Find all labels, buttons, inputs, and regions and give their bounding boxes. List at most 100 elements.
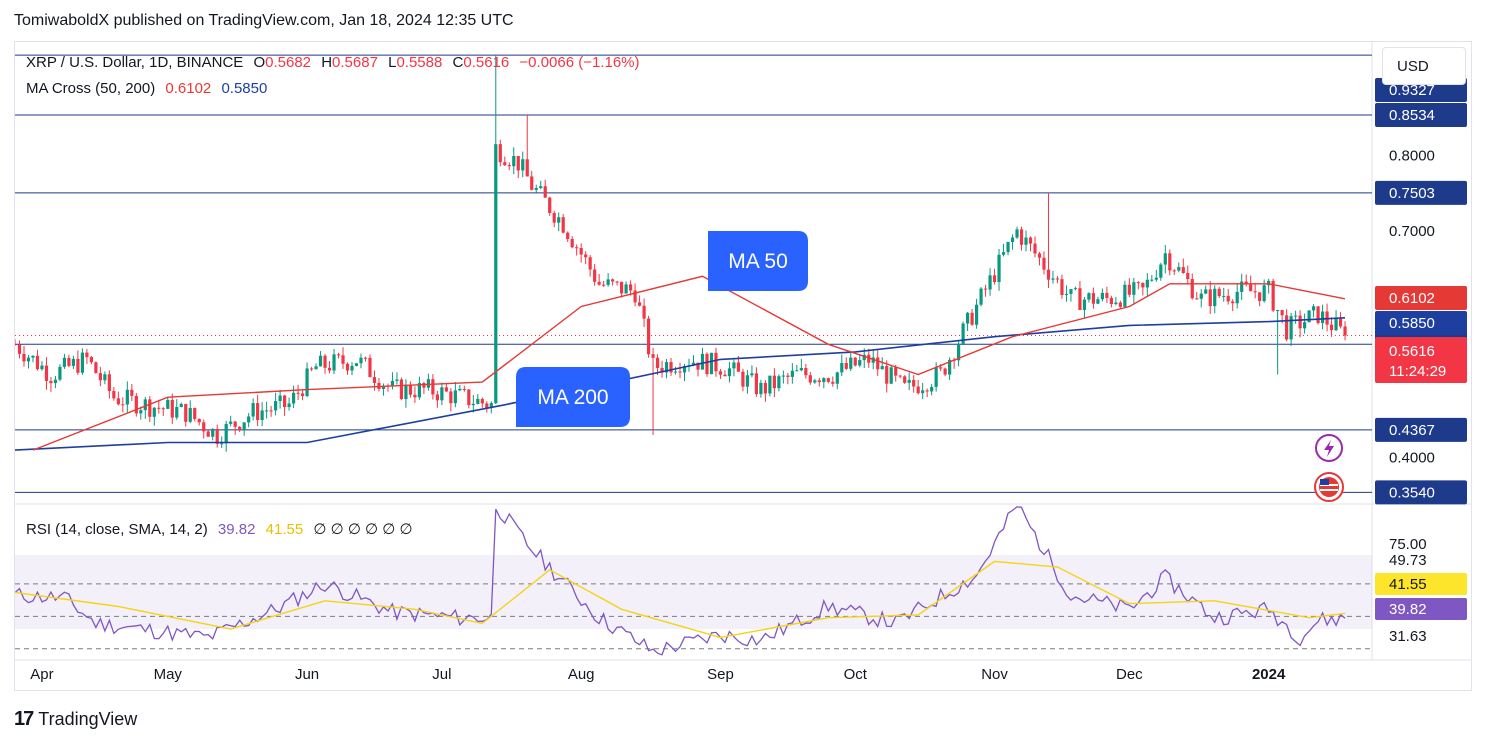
- candle-body: [354, 363, 359, 366]
- candle-body: [287, 403, 291, 408]
- candle-body: [247, 416, 251, 423]
- candle: [1055, 276, 1060, 284]
- published-line: TomiwaboldX published on TradingView.com…: [14, 12, 514, 29]
- candle-body: [948, 359, 952, 375]
- candle: [620, 281, 624, 298]
- candle-body: [759, 382, 763, 395]
- candle-body: [620, 281, 624, 294]
- time-tick-label: Apr: [30, 666, 53, 683]
- candle-body: [359, 357, 363, 364]
- candle: [651, 347, 655, 435]
- candle: [305, 362, 309, 398]
- candle: [1285, 309, 1289, 342]
- candle: [961, 321, 965, 346]
- candle-body: [1231, 301, 1235, 304]
- candle-body: [471, 403, 475, 406]
- candle-body: [265, 410, 269, 412]
- candle-body: [557, 217, 561, 223]
- candle-body: [157, 407, 161, 409]
- time-tick-label: Dec: [1116, 666, 1143, 683]
- candle-body: [1060, 279, 1064, 296]
- candle: [251, 398, 255, 421]
- candle-body: [552, 212, 556, 223]
- candle-body: [588, 257, 592, 270]
- candle: [350, 362, 354, 376]
- candle-body: [957, 343, 961, 361]
- candle-body: [449, 391, 453, 404]
- candle: [80, 348, 85, 375]
- candle-body: [853, 357, 857, 366]
- candle-body: [485, 403, 489, 409]
- symbol-title[interactable]: XRP / U.S. Dollar, 1D, BINANCE: [26, 54, 244, 71]
- candle-body: [930, 386, 934, 392]
- candle-body: [660, 367, 664, 373]
- candle: [440, 382, 444, 406]
- candle: [372, 370, 377, 391]
- rsi-line: [15, 506, 1346, 656]
- candle-body: [772, 375, 776, 389]
- us-flag-icon[interactable]: [1314, 472, 1344, 502]
- candle-body: [305, 368, 309, 397]
- currency-button[interactable]: USD: [1382, 47, 1466, 85]
- candle-body: [350, 365, 354, 371]
- candle: [615, 280, 619, 286]
- candle-body: [80, 352, 85, 373]
- candle-body: [152, 407, 156, 417]
- candle: [570, 236, 574, 249]
- rsi-label[interactable]: RSI (14, close, SMA, 14, 2): [26, 521, 208, 538]
- candle: [1123, 280, 1127, 309]
- candle: [660, 360, 664, 378]
- ma50-line: [32, 275, 1346, 451]
- candle-body: [1069, 289, 1073, 294]
- candle: [1078, 281, 1082, 311]
- candle-body: [943, 368, 947, 375]
- candle: [1231, 299, 1235, 312]
- tradingview-logo[interactable]: 17 TradingView: [14, 708, 137, 731]
- candle: [664, 358, 669, 379]
- candle-body: [628, 284, 633, 291]
- candle: [714, 347, 718, 377]
- candle: [795, 364, 799, 372]
- candle-body: [1294, 315, 1298, 317]
- level-tag: 0.8534: [1389, 107, 1435, 124]
- candle-body: [876, 357, 880, 370]
- lightning-icon[interactable]: [1315, 434, 1343, 462]
- candle: [242, 422, 246, 436]
- candle-body: [1285, 315, 1289, 340]
- candle: [1244, 274, 1248, 287]
- candle-body: [642, 305, 646, 319]
- candle-body: [1114, 302, 1118, 305]
- candle-body: [1159, 264, 1163, 278]
- ma50-legend-value: 0.6102: [165, 80, 212, 97]
- candle: [26, 355, 31, 369]
- candle: [1019, 226, 1024, 251]
- price-tick-label: 0.7000: [1389, 223, 1435, 240]
- candle: [835, 371, 839, 390]
- candle: [431, 374, 435, 400]
- candle-body: [1316, 306, 1320, 324]
- candle-body: [390, 380, 395, 387]
- candle-body: [516, 156, 520, 171]
- candle: [1217, 286, 1221, 299]
- candle-body: [718, 371, 723, 375]
- candle-body: [1253, 291, 1257, 293]
- candle: [408, 381, 413, 398]
- candle-body: [822, 378, 826, 383]
- candle: [516, 156, 520, 179]
- candle-body: [916, 386, 920, 394]
- candle: [593, 263, 597, 286]
- candle-body: [309, 368, 314, 370]
- candle: [1114, 296, 1118, 306]
- rsi-extra-values: ∅ ∅ ∅ ∅ ∅ ∅: [313, 521, 413, 538]
- candle-body: [1280, 310, 1284, 316]
- candle: [134, 392, 138, 417]
- candle-body: [678, 371, 682, 373]
- candle-body: [736, 362, 741, 372]
- candle-body: [1132, 282, 1136, 295]
- candle-body: [1082, 299, 1087, 310]
- candle-body: [723, 374, 727, 377]
- ma-cross-label[interactable]: MA Cross (50, 200): [26, 80, 156, 97]
- ma200-callout-text: MA 200: [537, 386, 608, 409]
- candle-body: [175, 406, 179, 418]
